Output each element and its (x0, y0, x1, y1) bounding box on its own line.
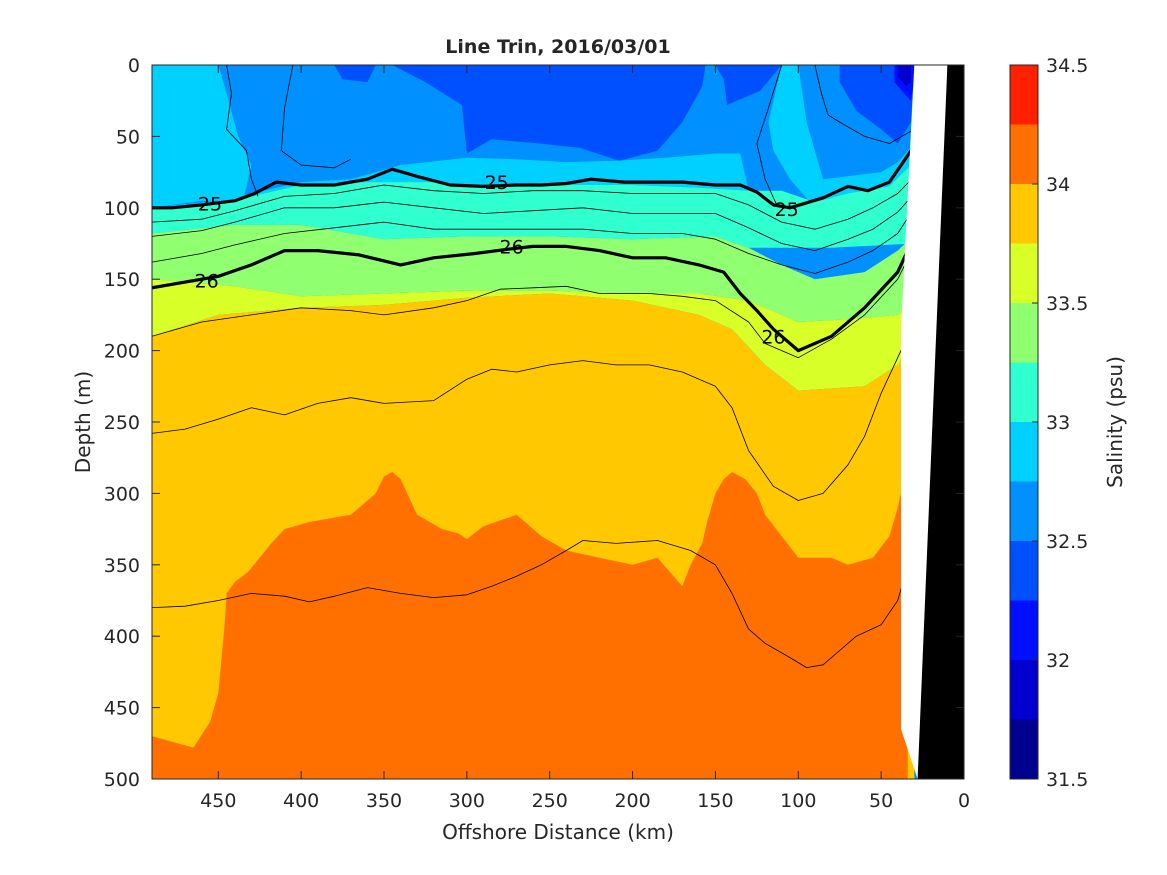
salinity-region-10 (152, 129, 931, 248)
isopycnal-26-line (152, 200, 930, 353)
seafloor-mask (917, 65, 964, 779)
colorbar-tick-label: 33.5 (1046, 293, 1088, 315)
y-tick-label: 350 (104, 555, 140, 577)
y-tick-label: 0 (128, 55, 140, 77)
salinity-contour-10 (756, 65, 783, 206)
x-tick-label: 450 (200, 790, 236, 812)
y-tick-label: 200 (104, 341, 140, 363)
x-tick-label: 350 (366, 790, 402, 812)
colorbar-segment (1010, 660, 1038, 720)
x-axis-label: Offshore Distance (km) (442, 820, 674, 844)
colorbar-segment (1010, 719, 1038, 779)
salinity-region-8 (768, 65, 915, 208)
salinity-contour-3 (152, 164, 928, 252)
colorbar-tick-label: 31.5 (1046, 769, 1088, 791)
x-tick-label: 250 (532, 790, 568, 812)
y-tick-label: 150 (104, 269, 140, 291)
colorbar-segment (1010, 65, 1038, 125)
isopycnal-25-label-1: 25 (485, 172, 509, 194)
plot-area: 25 25 25 26 26 26 (152, 65, 964, 779)
colorbar-tick-label: 34 (1046, 174, 1070, 196)
colorbar-segment (1010, 243, 1038, 303)
salinity-region-7 (152, 65, 252, 208)
x-tick-label: 300 (449, 790, 485, 812)
isopycnal-25-line (152, 125, 933, 210)
x-tick-label: 100 (780, 790, 816, 812)
salinity-region-14 (152, 464, 908, 779)
salinity-region-3 (839, 65, 915, 144)
salinity-region-9 (152, 153, 749, 208)
x-tick-label: 150 (697, 790, 733, 812)
isopycnal-26-label-1: 26 (500, 236, 524, 258)
colorbar-tick-label: 34.5 (1046, 55, 1088, 77)
y-tick-label: 100 (104, 198, 140, 220)
colorbar-tick-label: 32 (1046, 650, 1070, 672)
isopycnal-26-label-2: 26 (761, 326, 785, 348)
colorbar-segment (1010, 124, 1038, 184)
y-tick-label: 450 (104, 698, 140, 720)
colorbar-segment (1010, 422, 1038, 482)
salinity-contour-7 (152, 540, 918, 668)
x-tick-label: 50 (869, 790, 893, 812)
colorbar-label: Salinity (psu) (1103, 356, 1127, 488)
salinity-region-12 (152, 279, 928, 391)
colorbar-segment (1010, 481, 1038, 541)
salinity-contour-5 (152, 229, 923, 359)
chart-title: Line Trin, 2016/03/01 (445, 36, 670, 58)
isopycnal-25-label-2: 25 (775, 199, 799, 221)
colorbar-segment (1010, 600, 1038, 660)
y-tick-label: 400 (104, 626, 140, 648)
colorbar-tick-label: 32.5 (1046, 531, 1088, 553)
y-tick-label: 50 (116, 126, 140, 148)
salinity-contour-9 (280, 65, 352, 169)
x-axis-ticks: 450 400 350 300 250 200 150 100 50 0 (200, 65, 970, 812)
colorbar-segment (1010, 184, 1038, 244)
y-axis-label: Depth (m) (71, 371, 95, 473)
colorbar (1009, 64, 1039, 780)
salinity-contour-4 (152, 186, 928, 274)
y-tick-label: 500 (104, 769, 140, 791)
y-tick-label: 300 (104, 483, 140, 505)
x-tick-label: 200 (614, 790, 650, 812)
salinity-contour-2 (152, 136, 928, 230)
colorbar-segment (1010, 303, 1038, 363)
salinity-region-2 (715, 65, 782, 105)
isopycnal-26-label-0: 26 (195, 271, 219, 293)
colorbar-segment (1010, 541, 1038, 601)
y-tick-label: 250 (104, 412, 140, 434)
salinity-region-6 (897, 65, 911, 87)
salinity-contour-6 (152, 293, 925, 501)
x-tick-label: 0 (958, 790, 970, 812)
salinity-contour-8 (226, 65, 259, 197)
isopycnal-25-label-0: 25 (198, 194, 222, 216)
salinity-contour-11 (814, 65, 915, 144)
colorbar-segment (1010, 362, 1038, 422)
y-axis-ticks: 0 50 100 150 200 250 300 350 400 450 500 (104, 55, 964, 791)
salinity-region-4 (334, 65, 376, 83)
colorbar-ticks: 31.5 32 32.5 33 33.5 34 34.5 (1032, 55, 1088, 791)
colorbar-tick-label: 33 (1046, 412, 1070, 434)
salinity-region-1 (392, 65, 706, 161)
x-tick-label: 400 (283, 790, 319, 812)
